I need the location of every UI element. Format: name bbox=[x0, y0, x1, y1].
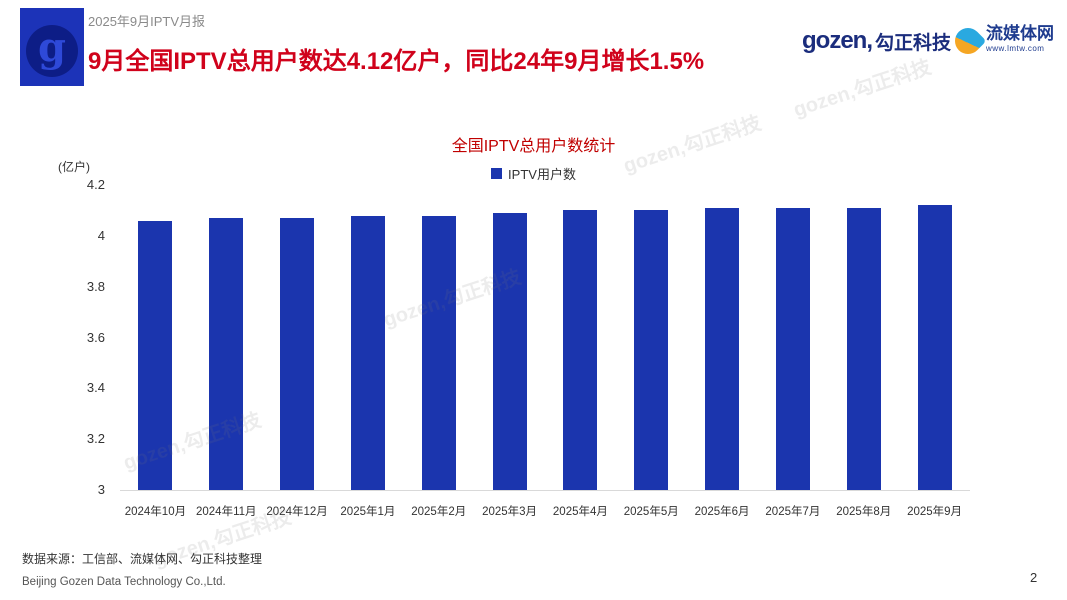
watermark-text: gozen,勾正科技 bbox=[790, 56, 935, 122]
legend-color-swatch-icon bbox=[491, 168, 503, 179]
x-axis-baseline bbox=[120, 490, 970, 491]
data-source-note: 数据来源：工信部、流媒体网、勾正科技整理 bbox=[22, 552, 263, 566]
y-axis-tick-label: 3.2 bbox=[86, 431, 105, 447]
x-axis-label: 2025年6月 bbox=[694, 506, 750, 518]
y-axis-tick-label: 3.6 bbox=[86, 329, 105, 345]
x-axis-label: 2025年1月 bbox=[340, 506, 396, 518]
company-name: Beijing Gozen Data Technology Co.,Ltd. bbox=[22, 576, 226, 588]
gozen-wordmark-en: gozen, bbox=[802, 27, 873, 54]
bar bbox=[280, 218, 315, 490]
gozen-logo-circle-icon: g bbox=[26, 25, 78, 77]
bar bbox=[350, 215, 385, 490]
x-axis-label: 2025年9月 bbox=[907, 506, 963, 518]
gozen-wordmark-cn: 勾正科技 bbox=[875, 32, 952, 54]
chart-title: 全国IPTV总用户数统计 bbox=[451, 138, 616, 155]
bar bbox=[563, 210, 598, 490]
legend-label: IPTV用户数 bbox=[508, 167, 576, 182]
lmtw-logo-url: www.lmtw.com bbox=[986, 44, 1045, 54]
gozen-logo-mark: g bbox=[20, 8, 84, 86]
bar bbox=[775, 207, 810, 490]
bar bbox=[634, 210, 669, 490]
x-axis-label: 2025年3月 bbox=[482, 506, 538, 518]
bar bbox=[846, 207, 881, 490]
x-axis-label: 2025年5月 bbox=[623, 506, 679, 518]
bar bbox=[209, 218, 244, 490]
x-axis-label: 2024年10月 bbox=[124, 506, 187, 518]
chart-legend: IPTV用户数 bbox=[0, 164, 1067, 183]
bar bbox=[138, 220, 173, 490]
y-axis-tick-label: 4.2 bbox=[86, 177, 105, 192]
x-axis-label: 2024年12月 bbox=[266, 506, 328, 518]
x-axis-label: 2024年11月 bbox=[195, 506, 257, 518]
report-caption: 2025年9月IPTV月报 bbox=[88, 14, 206, 29]
y-axis-tick-label: 3.4 bbox=[86, 380, 105, 396]
bar bbox=[917, 205, 952, 490]
lmtw-logo-name: 流媒体网 bbox=[986, 24, 1054, 43]
y-axis-tick-label: 3.8 bbox=[86, 278, 105, 294]
x-axis-label: 2025年4月 bbox=[552, 506, 608, 518]
x-axis-label: 2025年7月 bbox=[765, 506, 821, 518]
page-number: 2 bbox=[1030, 570, 1038, 585]
y-axis-unit-label: (亿户) bbox=[58, 160, 90, 174]
bar bbox=[492, 212, 527, 490]
gozen-logo-letter: g bbox=[38, 24, 66, 71]
x-axis-label: 2025年2月 bbox=[411, 506, 467, 518]
y-axis-tick-label: 3 bbox=[97, 482, 105, 497]
page-title: 9月全国IPTV总用户数达4.12亿户，同比24年9月增长1.5% bbox=[88, 48, 705, 75]
lmtw-droplet-icon bbox=[949, 22, 987, 60]
y-axis-tick-label: 4 bbox=[97, 227, 105, 243]
lmtw-logo: 流媒体网 www.lmtw.com bbox=[949, 22, 1054, 60]
bar bbox=[705, 207, 740, 490]
gozen-wordmark: gozen, 勾正科技 bbox=[802, 27, 951, 55]
x-axis-label: 2025年8月 bbox=[836, 506, 892, 518]
bar bbox=[421, 215, 456, 490]
